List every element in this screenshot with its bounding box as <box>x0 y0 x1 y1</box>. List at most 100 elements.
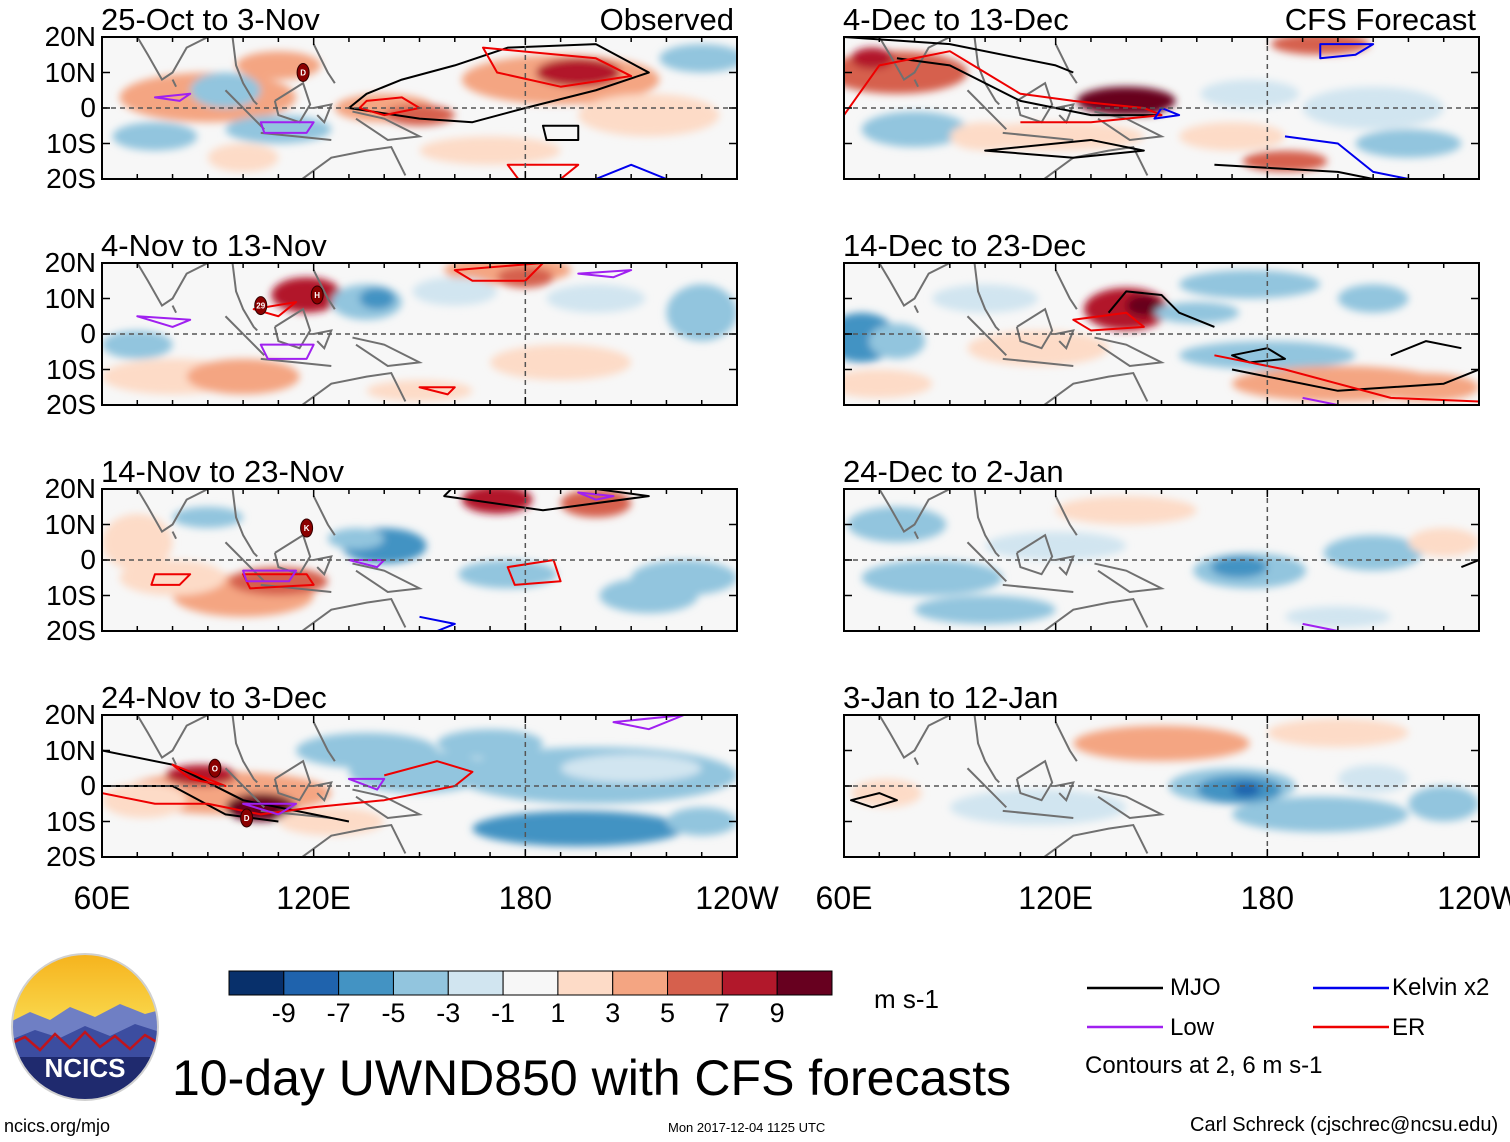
anomaly-region <box>932 284 1039 313</box>
lon-tick-label: 120W <box>695 880 779 916</box>
coastline <box>966 315 1007 357</box>
anomaly-region <box>1200 79 1300 109</box>
contour-line <box>1390 340 1462 357</box>
anomaly-region <box>868 323 926 359</box>
contour-line <box>577 491 615 501</box>
anomaly-region <box>458 560 558 589</box>
coastline <box>1042 823 1149 857</box>
contour-line <box>136 315 192 328</box>
contour-line <box>1107 290 1215 328</box>
colorbar-tick-label: -3 <box>436 998 461 1028</box>
coastline <box>1042 371 1149 405</box>
panel-8 <box>843 714 1480 858</box>
lon-tick-label: 180 <box>1240 880 1295 916</box>
anomaly-region <box>1408 528 1479 557</box>
storm-marker: D <box>240 808 254 828</box>
contour-line <box>419 615 456 631</box>
coastline <box>913 757 919 766</box>
colorbar-tick-label: 7 <box>714 998 730 1028</box>
storm-label: 29 <box>256 302 265 311</box>
coastline <box>273 533 312 576</box>
anomaly-region <box>1073 725 1250 762</box>
footer-url[interactable]: ncics.org/mjo <box>4 1116 111 1136</box>
lon-tick-label: 120W <box>1437 880 1510 916</box>
coastline <box>312 269 336 310</box>
contour-line <box>1460 559 1479 569</box>
storm-marker: K <box>300 518 314 538</box>
coastline <box>136 37 211 82</box>
ncics-logo: NCICS <box>11 953 159 1101</box>
contour-line <box>506 559 562 586</box>
coastline <box>313 781 333 802</box>
panel-source-label: CFS Forecast <box>1284 2 1476 37</box>
coastline <box>224 541 265 583</box>
coastline <box>1054 721 1078 762</box>
anomaly-region <box>271 277 342 313</box>
coastline <box>312 721 336 762</box>
contour-line <box>242 802 298 816</box>
colorbar-cell <box>557 970 614 996</box>
anomaly-region <box>1267 718 1409 747</box>
contour-line <box>358 96 421 117</box>
anomaly-region <box>186 358 300 395</box>
contour-line <box>1072 311 1145 332</box>
anomaly-region <box>1232 796 1409 833</box>
coastline <box>1055 781 1075 802</box>
coastline <box>313 103 333 124</box>
contour-line <box>1231 347 1286 364</box>
anomaly-region <box>666 807 737 836</box>
anomaly-region <box>1242 150 1328 172</box>
anomaly-region <box>172 506 244 529</box>
storm-label: H <box>314 291 320 300</box>
coastline <box>313 329 333 350</box>
contour-line <box>1319 43 1375 60</box>
contour-line <box>595 163 667 179</box>
coastline <box>300 371 407 405</box>
coastline <box>1015 759 1054 802</box>
lat-tick-label: 20N <box>44 473 96 504</box>
anomaly-region <box>914 595 1056 624</box>
anomaly-region <box>327 528 385 550</box>
coastline <box>1054 495 1078 536</box>
contour-note: Contours at 2, 6 m s-1 <box>1085 1052 1323 1079</box>
anomaly-region <box>296 732 438 769</box>
coastline <box>973 263 1000 332</box>
coastline <box>878 263 953 308</box>
storm-marker: D <box>296 63 310 82</box>
lat-tick-label: 10S <box>46 805 96 837</box>
coastline <box>273 307 312 350</box>
lat-tick-label: 10N <box>44 56 96 88</box>
panel-period-label: 25-Oct to 3-Nov <box>101 2 320 37</box>
anomaly-region <box>666 284 737 342</box>
anomaly-region <box>546 284 646 313</box>
contour-line <box>1153 107 1181 120</box>
contour-line <box>482 46 633 88</box>
colorbar-cell <box>721 970 778 996</box>
coastline <box>913 79 919 88</box>
coastline <box>260 131 332 141</box>
coastline <box>352 110 423 141</box>
coastline <box>231 263 258 332</box>
contour-line <box>171 763 227 787</box>
coastline <box>352 336 423 367</box>
colorbar-tick-label: 9 <box>769 998 785 1028</box>
coastline <box>231 489 258 558</box>
contour-line <box>1284 135 1409 179</box>
contour-line <box>1302 622 1339 631</box>
lat-tick-label: 10N <box>44 734 96 766</box>
legend-er-label: ER <box>1392 1014 1426 1041</box>
colorbar-cell <box>502 970 559 996</box>
lon-tick-label: 120E <box>1018 880 1094 916</box>
coastline <box>1015 307 1054 350</box>
coastline <box>878 489 953 534</box>
anomaly-region <box>412 277 498 306</box>
panel-period-label: 24-Dec to 2-Jan <box>843 454 1064 489</box>
anomaly-region <box>102 330 173 359</box>
coastline <box>231 37 258 106</box>
anomaly-region <box>851 47 894 69</box>
contour-line <box>612 715 686 731</box>
colorbar-cell <box>392 970 449 996</box>
coastline <box>913 531 919 540</box>
anomaly-region <box>578 93 720 137</box>
colorbar-tick-label: -9 <box>271 998 296 1028</box>
